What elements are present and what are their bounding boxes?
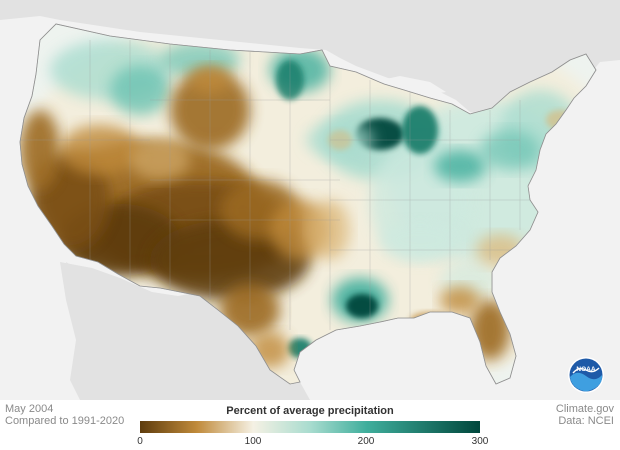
precip-patch bbox=[410, 312, 450, 328]
legend-color-bar bbox=[140, 421, 480, 433]
precip-patch bbox=[380, 220, 460, 260]
source-data-label: Data: NCEI bbox=[558, 415, 614, 427]
canada-land bbox=[0, 0, 620, 116]
baja-peninsula bbox=[66, 262, 132, 386]
legend-tick-200: 200 bbox=[357, 436, 375, 447]
precip-patch bbox=[546, 110, 574, 130]
lake-shapes bbox=[372, 76, 446, 96]
source-site-label: Climate.gov bbox=[555, 403, 614, 415]
precip-patch bbox=[288, 338, 312, 358]
precip-patch bbox=[434, 150, 486, 182]
precip-patch bbox=[480, 130, 540, 170]
footer: May 2004 Compared to 1991-2020 Percent o… bbox=[0, 400, 620, 450]
precipitation-map: NOAA bbox=[0, 0, 620, 400]
baseline-label: Compared to 1991-2020 bbox=[5, 415, 125, 427]
state-borders bbox=[20, 40, 540, 330]
precip-patch bbox=[150, 220, 310, 300]
precip-patch bbox=[440, 286, 480, 314]
svg-text:NOAA: NOAA bbox=[576, 366, 595, 373]
legend-tick-300: 300 bbox=[471, 436, 489, 447]
map-canvas bbox=[0, 0, 620, 400]
legend-tick-0: 0 bbox=[137, 436, 143, 447]
period-label: May 2004 bbox=[5, 403, 54, 415]
precip-patch bbox=[470, 300, 510, 360]
precip-patch bbox=[20, 110, 60, 190]
us-outline bbox=[19, 23, 597, 385]
noaa-emblem-icon: NOAA bbox=[568, 357, 604, 393]
precip-patch bbox=[60, 125, 140, 175]
noaa-logo: NOAA bbox=[567, 356, 605, 399]
precip-patch bbox=[110, 65, 170, 115]
legend-title: Percent of average precipitation bbox=[226, 405, 394, 417]
precip-patch bbox=[130, 140, 190, 180]
precip-patch bbox=[402, 106, 438, 154]
precip-patch bbox=[346, 294, 378, 318]
legend-tick-100: 100 bbox=[244, 436, 262, 447]
